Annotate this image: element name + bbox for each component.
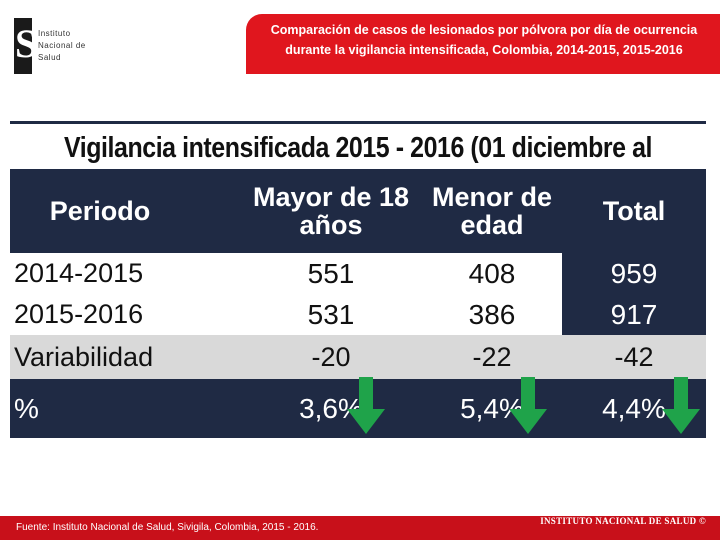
table-header-row: Periodo Mayor de 18 años Menor de edad T…: [10, 169, 706, 253]
variabilidad-menor: -22: [472, 341, 512, 372]
column-header-total: Total: [602, 195, 666, 226]
variabilidad-total: -42: [614, 341, 654, 372]
percentage-row: % 3,6% 5,4% 4,4%: [10, 379, 706, 438]
logo-line: Salud: [38, 53, 61, 62]
arrow-down-icon: [347, 377, 385, 434]
variabilidad-row: Variabilidad -20 -22 -42: [10, 335, 706, 379]
column-header-menor: Menor de edad: [431, 181, 552, 240]
logo-line: Instituto: [38, 29, 71, 38]
percentage-menor: 5,4%: [460, 392, 524, 424]
column-header-periodo: Periodo: [49, 195, 151, 226]
percentage-mayor: 3,6%: [299, 392, 363, 424]
cell-periodo: 2015-2016: [10, 294, 240, 335]
table-row: 2014-2015 551 408 959: [10, 253, 706, 294]
arrow-down-icon: [509, 377, 547, 434]
percentage-label: %: [14, 392, 39, 424]
cell-menor: 386: [422, 294, 562, 335]
ins-logo: S Instituto Nacional de Salud: [14, 18, 104, 74]
arrow-down-icon: [662, 377, 700, 434]
footer-bar: Fuente: Instituto Nacional de Salud, Siv…: [0, 516, 720, 540]
table-row: 2015-2016 531 386 917: [10, 294, 706, 335]
logo-letter: S: [15, 21, 38, 66]
cell-total: 959: [562, 253, 706, 294]
logo-text: Instituto Nacional de Salud: [38, 28, 86, 64]
footer-brand: INSTITUTO NACIONAL DE SALUD ©: [540, 516, 706, 526]
slide-title: Comparación de casos de lesionados por p…: [246, 14, 720, 74]
source-note: Fuente: Instituto Nacional de Salud, Siv…: [16, 522, 319, 533]
cell-mayor: 531: [240, 294, 422, 335]
cell-periodo: 2014-2015: [10, 253, 240, 294]
cell-menor: 408: [422, 253, 562, 294]
column-header-mayor: Mayor de 18 años: [252, 181, 410, 240]
cell-total: 917: [562, 294, 706, 335]
cell-mayor: 551: [240, 253, 422, 294]
variabilidad-mayor: -20: [311, 341, 351, 372]
percentage-total: 4,4%: [602, 392, 666, 424]
logo-mark: S: [14, 18, 37, 74]
logo-line: Nacional de: [38, 41, 86, 50]
table-title: Vigilancia intensificada 2015 - 2016 (01…: [63, 132, 653, 206]
comparison-table: Periodo Mayor de 18 años Menor de edad T…: [10, 169, 706, 438]
table-top-rule: [10, 121, 706, 124]
variabilidad-label: Variabilidad: [14, 341, 154, 372]
